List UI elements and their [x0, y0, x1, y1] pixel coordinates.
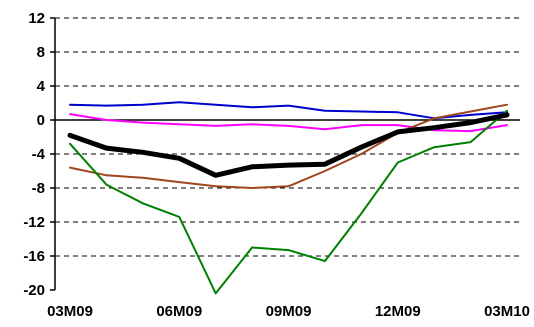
- x-tick-labels: 03M09 06M09 09M09 12M09 03M10: [47, 303, 530, 320]
- y-tick-label: 12: [28, 10, 45, 27]
- x-tick-label: 03M09: [47, 303, 93, 320]
- y-tick-label: -20: [23, 282, 45, 299]
- y-tick-label: -4: [32, 146, 46, 163]
- series-line-3: [69, 103, 508, 189]
- y-tick-label: -16: [23, 248, 45, 265]
- y-tick-label: 0: [37, 112, 45, 129]
- x-tick-label: 09M09: [266, 303, 312, 320]
- y-tick-labels: 12 8 4 0 -4 -8 -12 -16 -20: [23, 10, 55, 299]
- x-tick-label: 12M09: [375, 303, 421, 320]
- grid-lines: [55, 17, 520, 257]
- y-tick-label: 4: [37, 78, 46, 95]
- series-line-5: [67, 112, 510, 178]
- series-line-1: [69, 101, 508, 120]
- series-lines: [67, 101, 510, 295]
- y-tick-label: -8: [32, 180, 45, 197]
- y-tick-label: 8: [37, 44, 45, 61]
- series-line-4: [69, 109, 508, 295]
- x-tick-label: 06M09: [156, 303, 202, 320]
- y-tick-label: -12: [23, 214, 45, 231]
- x-tick-label: 03M10: [484, 303, 530, 320]
